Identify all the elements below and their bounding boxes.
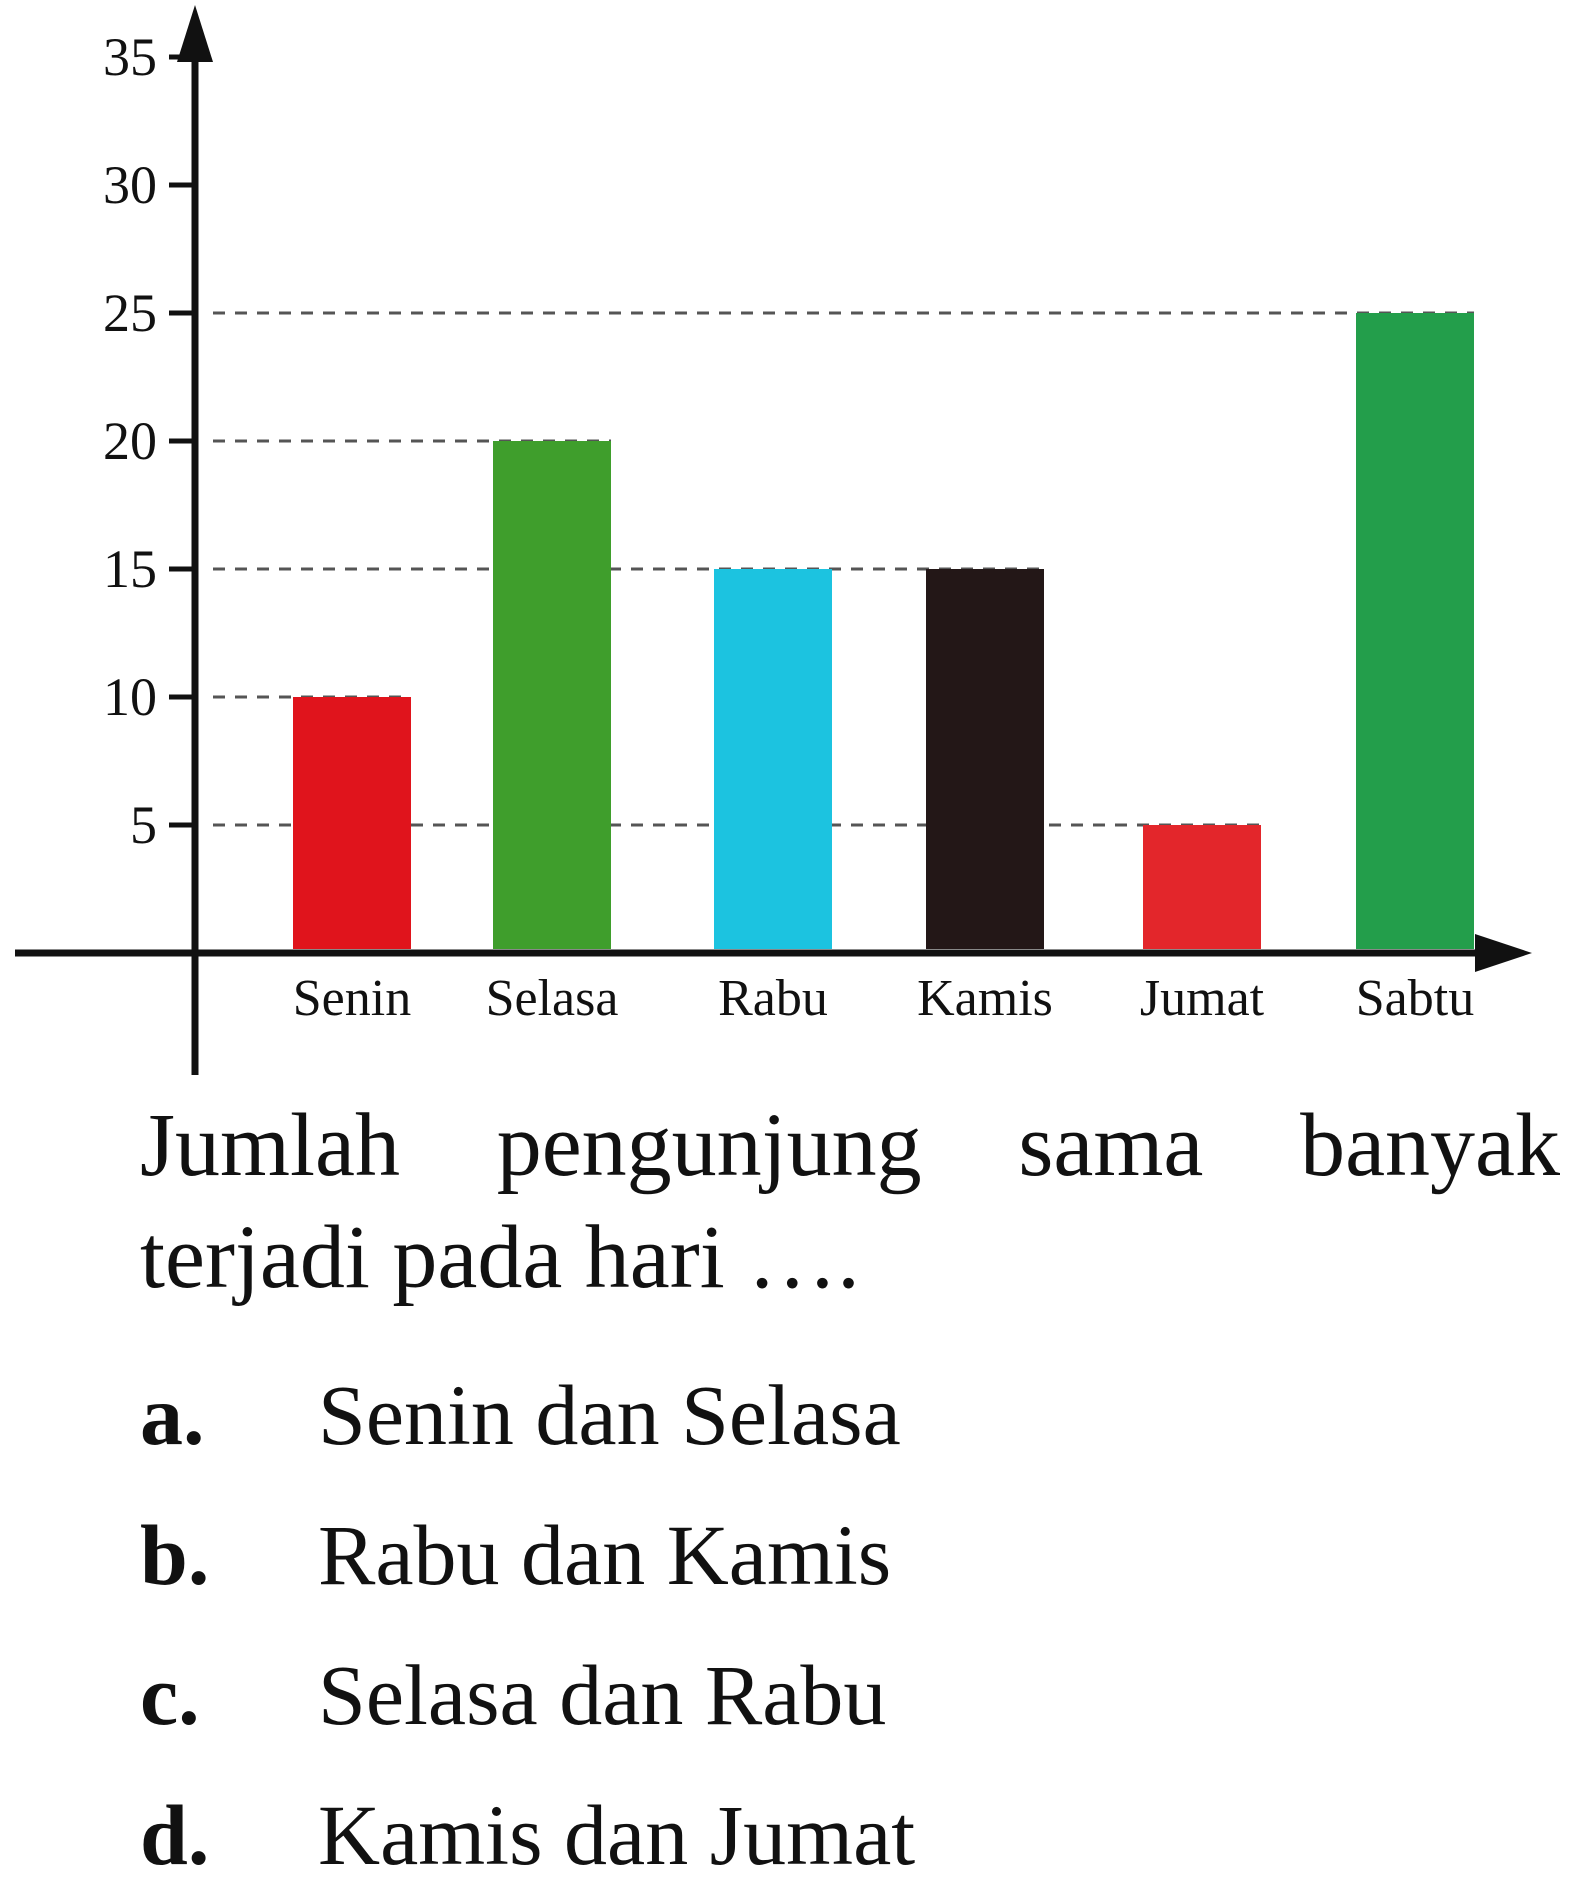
question-word: Jumlah xyxy=(140,1096,400,1195)
option-letter: b. xyxy=(140,1507,210,1603)
x-axis-arrow xyxy=(1475,934,1532,972)
y-tick-label: 5 xyxy=(130,795,157,855)
option-letter: d. xyxy=(140,1787,210,1883)
bar-jumat xyxy=(1143,825,1261,949)
bar-sabtu xyxy=(1356,313,1474,949)
y-tick-label: 30 xyxy=(103,155,157,215)
y-axis-arrow xyxy=(177,5,213,62)
option-text: Senin dan Selasa xyxy=(318,1367,901,1463)
y-tick-label: 15 xyxy=(103,539,157,599)
x-tick-label: Selasa xyxy=(486,970,619,1027)
question-word: pengunjung xyxy=(496,1096,922,1195)
question-line-1: Jumlah pengunjung sama banyak xyxy=(140,1090,1560,1202)
bar-kamis xyxy=(926,569,1044,949)
x-labels: Senin Selasa Rabu Kamis Jumat Sabtu xyxy=(293,970,1474,1027)
option-d[interactable]: d. Kamis dan Jumat xyxy=(140,1770,915,1900)
bar-selasa xyxy=(493,441,611,949)
question-word: sama xyxy=(1018,1096,1204,1195)
x-tick-label: Kamis xyxy=(917,970,1053,1027)
y-tick-label: 35 xyxy=(103,27,157,87)
option-text: Selasa dan Rabu xyxy=(318,1647,887,1743)
question-word: banyak xyxy=(1300,1096,1560,1195)
x-tick-label: Sabtu xyxy=(1356,970,1474,1027)
y-tick-label: 10 xyxy=(103,667,157,727)
option-b[interactable]: b. Rabu dan Kamis xyxy=(140,1490,891,1620)
y-ticks: 5 10 15 20 25 30 35 xyxy=(103,27,195,855)
option-a[interactable]: a. Senin dan Selasa xyxy=(140,1350,901,1480)
option-text: Rabu dan Kamis xyxy=(318,1507,892,1603)
bar-rabu xyxy=(714,569,832,949)
axes xyxy=(15,5,1532,1075)
option-text: Kamis dan Jumat xyxy=(318,1787,916,1883)
question-line-2: terjadi pada hari …. xyxy=(140,1208,860,1307)
x-tick-label: Jumat xyxy=(1140,970,1265,1027)
x-tick-label: Rabu xyxy=(718,970,828,1027)
option-letter: a. xyxy=(140,1367,205,1463)
option-c[interactable]: c. Selasa dan Rabu xyxy=(140,1630,886,1760)
bar-senin xyxy=(293,697,411,949)
y-tick-label: 20 xyxy=(103,411,157,471)
y-tick-label: 25 xyxy=(103,283,157,343)
bars xyxy=(293,313,1474,949)
option-letter: c. xyxy=(140,1647,200,1743)
x-tick-label: Senin xyxy=(293,970,411,1027)
question-text: Jumlah pengunjung sama banyak terjadi pa… xyxy=(140,1090,1560,1314)
